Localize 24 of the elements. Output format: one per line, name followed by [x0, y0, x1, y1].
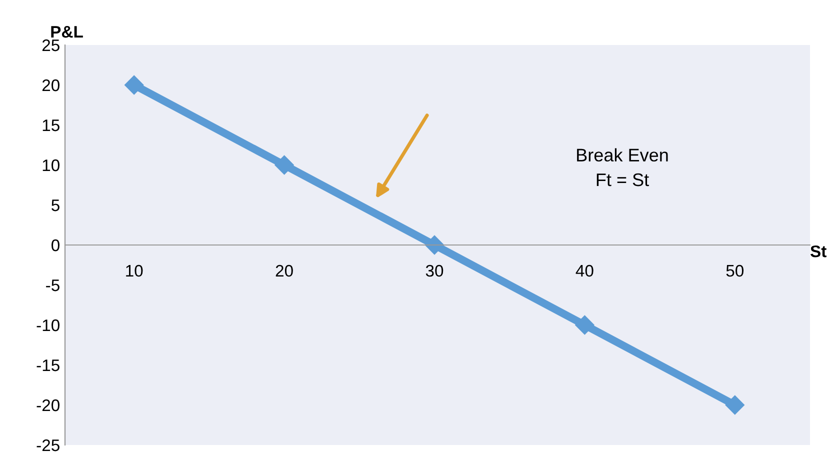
y-tick-label: -20 — [36, 399, 60, 412]
annotation: Break Even Ft = St — [577, 148, 668, 186]
y-tick-label: -25 — [36, 439, 60, 452]
y-tick-label: 0 — [52, 239, 60, 252]
y-tick-label: 25 — [42, 39, 60, 52]
y-tick-label: 5 — [52, 200, 60, 212]
y-axis-title: P&L — [51, 26, 83, 38]
x-tick-label: 20 — [276, 264, 293, 277]
x-tick-label: 10 — [126, 264, 143, 277]
x-tick-label: 30 — [426, 264, 444, 277]
y-tick-label: -10 — [36, 319, 60, 332]
point — [575, 315, 594, 335]
point — [725, 395, 744, 415]
point — [124, 75, 144, 95]
point — [274, 155, 294, 175]
point — [424, 235, 444, 255]
y-tick-label: 20 — [42, 79, 60, 92]
x-tick-label: 40 — [576, 264, 594, 277]
y-tick-label: -15 — [36, 360, 60, 372]
y-tick-label: -5 — [46, 280, 60, 292]
x-tick-label: 50 — [726, 264, 744, 277]
x-axis-title: St — [810, 245, 826, 258]
y-tick-label: 15 — [42, 120, 60, 132]
y-tick-label: 10 — [42, 159, 60, 172]
